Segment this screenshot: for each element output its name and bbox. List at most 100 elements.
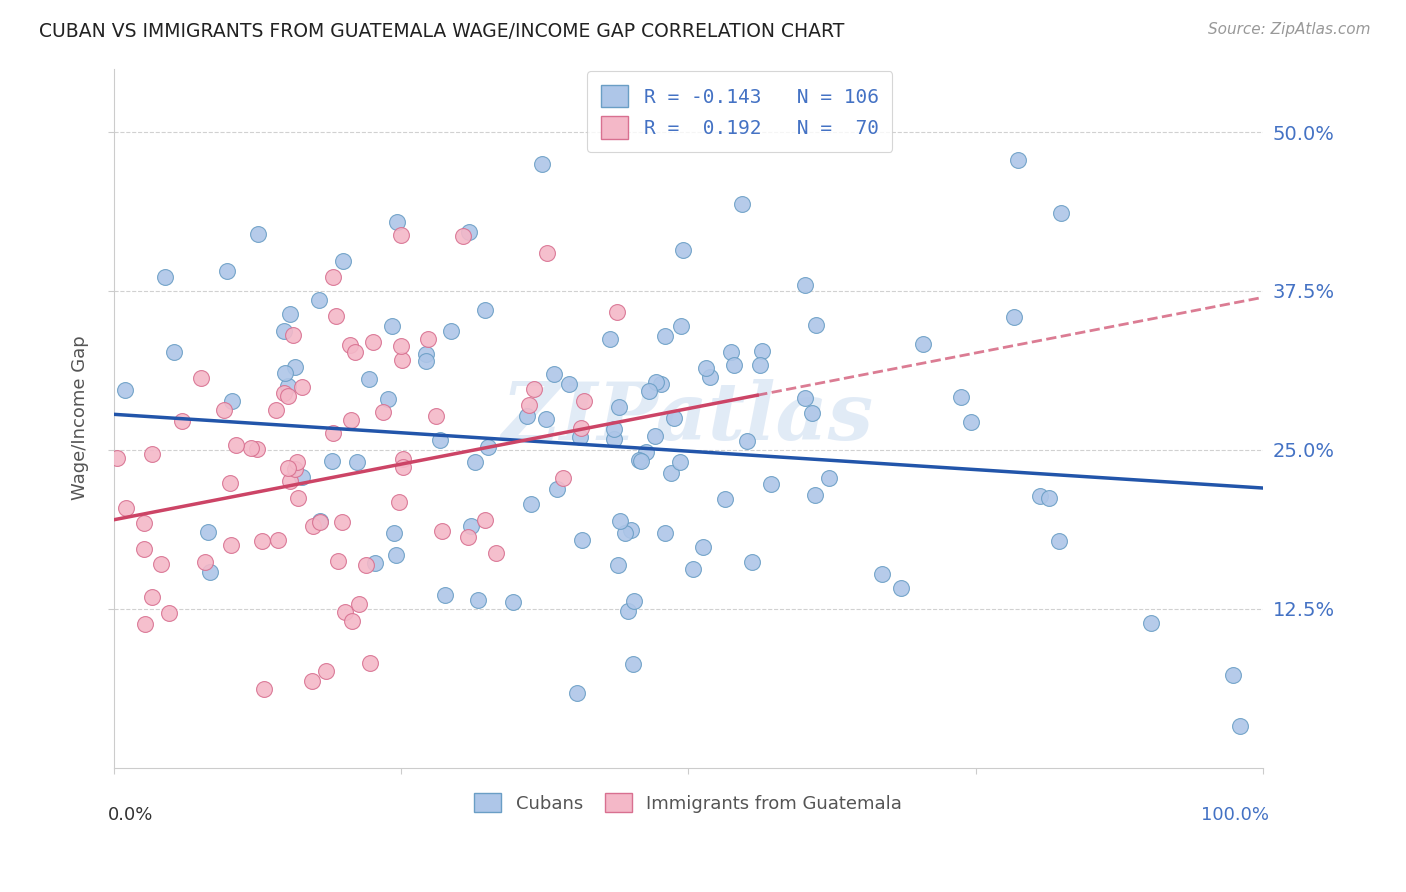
Point bbox=[321, 454, 343, 468]
Point bbox=[325, 309, 347, 323]
Point bbox=[277, 378, 299, 392]
Point bbox=[322, 269, 344, 284]
Point bbox=[912, 336, 935, 351]
Point bbox=[339, 338, 361, 352]
Point bbox=[315, 664, 337, 678]
Point bbox=[391, 459, 413, 474]
Point bbox=[474, 303, 496, 318]
Point bbox=[602, 432, 624, 446]
Point bbox=[695, 360, 717, 375]
Point bbox=[520, 497, 543, 511]
Point bbox=[630, 454, 652, 468]
Point bbox=[430, 524, 453, 538]
Point bbox=[364, 556, 387, 570]
Point bbox=[1139, 616, 1161, 631]
Point bbox=[451, 228, 474, 243]
Point bbox=[381, 319, 404, 334]
Point bbox=[212, 403, 235, 417]
Point bbox=[714, 491, 737, 506]
Point bbox=[332, 253, 354, 268]
Point bbox=[354, 558, 377, 572]
Point bbox=[672, 243, 695, 257]
Point bbox=[157, 606, 180, 620]
Text: CUBAN VS IMMIGRANTS FROM GUATEMALA WAGE/INCOME GAP CORRELATION CHART: CUBAN VS IMMIGRANTS FROM GUATEMALA WAGE/… bbox=[39, 22, 845, 41]
Point bbox=[477, 440, 499, 454]
Point bbox=[301, 673, 323, 688]
Point bbox=[198, 565, 221, 579]
Point bbox=[225, 438, 247, 452]
Point bbox=[720, 345, 742, 359]
Point bbox=[571, 533, 593, 547]
Point bbox=[950, 390, 973, 404]
Point bbox=[132, 516, 155, 530]
Point bbox=[371, 405, 394, 419]
Point bbox=[115, 500, 138, 515]
Point bbox=[804, 487, 827, 501]
Point bbox=[692, 540, 714, 554]
Point bbox=[634, 445, 657, 459]
Point bbox=[132, 541, 155, 556]
Point bbox=[804, 318, 827, 332]
Point bbox=[267, 533, 290, 547]
Point bbox=[416, 332, 439, 346]
Point bbox=[599, 332, 621, 346]
Point bbox=[617, 604, 640, 618]
Point bbox=[558, 377, 581, 392]
Point bbox=[659, 467, 682, 481]
Point bbox=[322, 426, 344, 441]
Point bbox=[1222, 668, 1244, 682]
Point bbox=[302, 519, 325, 533]
Point bbox=[287, 491, 309, 506]
Point bbox=[1029, 490, 1052, 504]
Point bbox=[546, 482, 568, 496]
Point bbox=[433, 588, 456, 602]
Point bbox=[384, 526, 406, 541]
Point bbox=[551, 471, 574, 485]
Point bbox=[277, 461, 299, 475]
Point bbox=[474, 513, 496, 527]
Point bbox=[723, 358, 745, 372]
Point bbox=[650, 376, 672, 391]
Point bbox=[460, 518, 482, 533]
Point bbox=[516, 409, 538, 424]
Point bbox=[266, 403, 288, 417]
Point bbox=[748, 358, 770, 372]
Point bbox=[285, 455, 308, 469]
Legend: Cubans, Immigrants from Guatemala: Cubans, Immigrants from Guatemala bbox=[465, 784, 911, 822]
Point bbox=[361, 334, 384, 349]
Point bbox=[273, 325, 295, 339]
Point bbox=[502, 595, 524, 609]
Point bbox=[273, 366, 295, 380]
Point bbox=[731, 197, 754, 211]
Point bbox=[1038, 491, 1060, 505]
Point bbox=[603, 422, 626, 436]
Point bbox=[163, 344, 186, 359]
Point bbox=[606, 558, 628, 572]
Point bbox=[569, 421, 592, 435]
Point bbox=[440, 324, 463, 338]
Point bbox=[751, 343, 773, 358]
Point bbox=[215, 263, 238, 277]
Point bbox=[1047, 533, 1070, 548]
Point bbox=[614, 525, 637, 540]
Text: ZIPatlas: ZIPatlas bbox=[502, 379, 875, 457]
Point bbox=[221, 394, 243, 409]
Point bbox=[308, 293, 330, 308]
Point bbox=[219, 538, 242, 552]
Point bbox=[572, 394, 595, 409]
Point bbox=[682, 562, 704, 576]
Point bbox=[621, 657, 644, 671]
Point bbox=[415, 354, 437, 368]
Text: 0.0%: 0.0% bbox=[108, 806, 153, 824]
Point bbox=[818, 471, 841, 485]
Point bbox=[346, 455, 368, 469]
Point bbox=[1002, 310, 1025, 324]
Point bbox=[340, 614, 363, 628]
Point bbox=[359, 656, 381, 670]
Point bbox=[870, 566, 893, 581]
Point bbox=[664, 411, 686, 425]
Point bbox=[277, 388, 299, 402]
Point bbox=[565, 686, 588, 700]
Point bbox=[536, 412, 558, 426]
Point bbox=[328, 554, 350, 568]
